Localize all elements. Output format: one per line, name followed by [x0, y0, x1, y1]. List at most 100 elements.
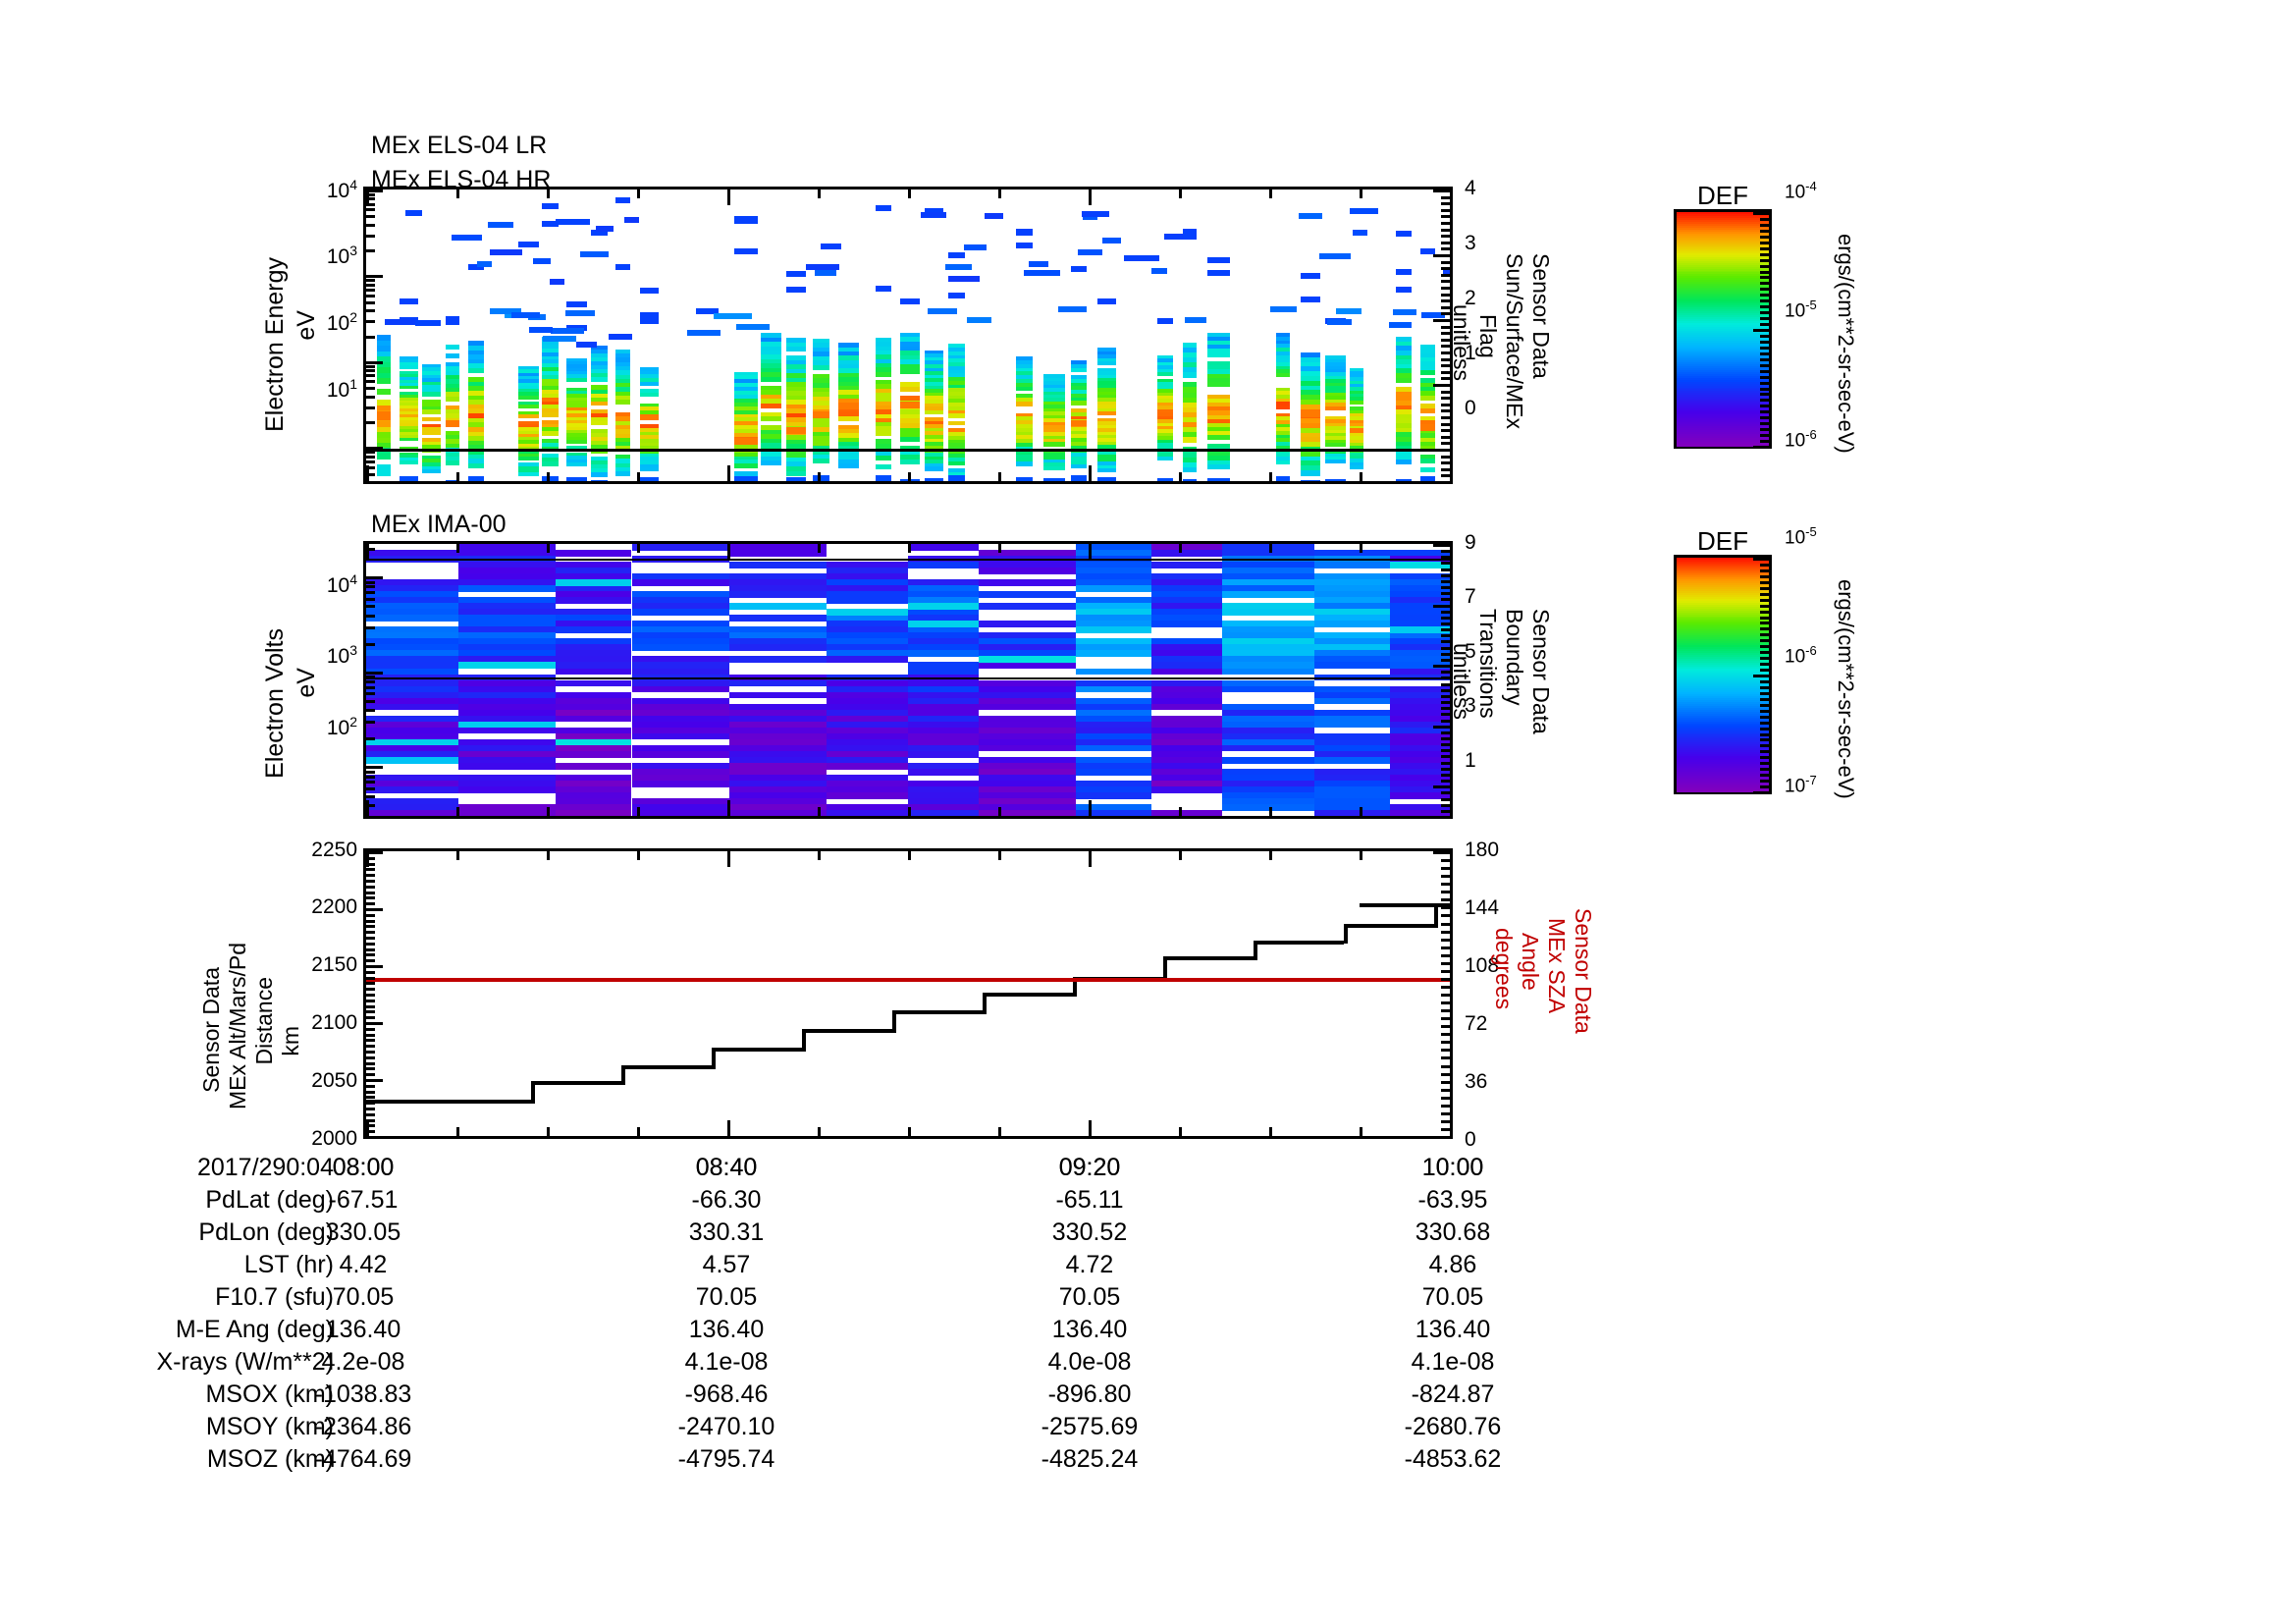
spectrogram-cell	[1097, 455, 1117, 460]
spectrogram-cell	[734, 391, 758, 396]
spectrogram-cell	[1419, 459, 1435, 463]
ima-cell	[978, 727, 1077, 734]
spectrogram-cell	[838, 368, 860, 374]
spectrogram-cell	[786, 439, 807, 446]
spectrogram-cell	[875, 380, 892, 386]
ima-cell	[1151, 810, 1223, 816]
ima-cell	[631, 750, 729, 758]
spectrogram-cell-highE	[1207, 257, 1231, 264]
spectrogram-dash-midE	[1335, 308, 1362, 315]
table-row-label: M-E Ang (deg)	[175, 1316, 334, 1343]
ima-cell	[1151, 550, 1223, 557]
spectrogram-cell	[1070, 434, 1087, 439]
spectrogram-cell	[1207, 463, 1231, 469]
spectrogram-cell	[639, 428, 660, 433]
spectrogram-dash-highE	[948, 275, 980, 282]
spectrogram-cell	[1043, 438, 1066, 444]
spectrogram-cell	[760, 390, 782, 396]
altitude-riser	[621, 1065, 625, 1086]
spectrogram-cell	[924, 460, 943, 464]
altitude-segment	[727, 1047, 802, 1052]
spectrogram-cell	[1349, 459, 1364, 463]
ima-cell	[556, 550, 632, 557]
ima-cell	[978, 738, 1077, 746]
ima-cell	[1076, 810, 1152, 816]
panel2-plot-area[interactable]	[363, 541, 1453, 819]
spectrogram-cell	[1182, 457, 1197, 463]
spectrogram-cell	[1182, 461, 1197, 468]
panel3-plot-area[interactable]	[363, 848, 1453, 1139]
spectrogram-cell	[400, 394, 418, 399]
spectrogram-dash-highE	[944, 263, 972, 270]
ima-cell	[1314, 774, 1391, 782]
ima-cell	[1076, 785, 1152, 793]
panel1-ytick-1e1: 101	[326, 376, 357, 402]
spectrogram-cell	[422, 403, 442, 407]
spectrogram-cell	[591, 420, 609, 426]
spectrogram-cell	[542, 408, 560, 413]
spectrogram-cell	[422, 399, 442, 404]
spectrogram-cell	[467, 381, 484, 388]
spectrogram-cell	[760, 333, 782, 339]
spectrogram-cell	[899, 418, 920, 424]
ima-cell	[978, 638, 1077, 646]
spectrogram-cell	[517, 465, 540, 470]
table-cell: -1038.83	[314, 1380, 412, 1408]
spectrogram-cell	[838, 390, 860, 396]
ima-cell	[908, 679, 979, 687]
spectrogram-cell	[948, 450, 965, 456]
ima-cell	[1314, 685, 1391, 693]
spectrogram-cell	[1276, 430, 1291, 436]
spectrogram-cell	[812, 343, 829, 349]
spectrogram-cell	[1325, 422, 1346, 427]
spectrogram-cell	[1301, 432, 1320, 439]
spectrogram-dash-highE	[1024, 269, 1050, 276]
spectrogram-cell	[445, 353, 459, 359]
table-cell: -66.30	[691, 1186, 762, 1214]
spectrogram-cell	[614, 370, 631, 376]
spectrogram-cell	[542, 352, 560, 357]
spectrogram-dash-highE	[1350, 208, 1378, 215]
spectrogram-cell	[924, 456, 943, 460]
ima-cell	[631, 609, 729, 616]
spectrogram-cell	[1097, 445, 1117, 450]
ima-cell	[827, 774, 908, 782]
ima-cell	[908, 597, 979, 604]
spectrogram-cell	[614, 353, 631, 359]
spectrogram-cell	[734, 402, 758, 407]
spectrogram-cell	[1276, 416, 1291, 421]
panel1-plot-area[interactable]	[363, 187, 1453, 484]
table-cell: 70.05	[1421, 1283, 1484, 1311]
ima-cell	[827, 626, 908, 634]
spectrogram-cell-highE	[591, 229, 609, 236]
table-cell: -67.51	[328, 1186, 399, 1214]
ima-cell	[1314, 709, 1391, 717]
ima-cell	[908, 715, 979, 723]
panel3-right-line-1: MEx SZA	[1544, 918, 1570, 1014]
spectrogram-cell	[899, 445, 920, 452]
spectrogram-cell	[1325, 396, 1346, 401]
spectrogram-cell	[1070, 456, 1087, 461]
spectrogram-cell	[422, 441, 442, 446]
spectrogram-cell	[566, 357, 587, 362]
spectrogram-cell	[948, 380, 965, 386]
spectrogram-cell	[899, 346, 920, 352]
spectrogram-cell	[591, 428, 609, 434]
spectrogram-dash-midE	[1269, 306, 1297, 313]
spectrogram-cell	[924, 371, 943, 376]
spectrogram-dash-highE	[1124, 254, 1159, 261]
panel2-right-axis-line3: unitless	[1449, 643, 1474, 720]
ima-cell	[457, 756, 557, 764]
spectrogram-cell	[566, 387, 587, 392]
ima-cell-bright	[556, 738, 632, 746]
ima-cell	[728, 744, 828, 752]
ima-cell	[1151, 650, 1223, 658]
spectrogram-cell	[948, 432, 965, 437]
spectrogram-cell	[734, 409, 758, 415]
spectrogram-cell	[1043, 425, 1066, 430]
spectrogram-cell	[1276, 442, 1291, 447]
spectrogram-cell	[875, 452, 892, 458]
ima-cell	[631, 668, 729, 676]
ima-cell	[457, 715, 557, 723]
spectrogram-cell	[400, 391, 418, 396]
